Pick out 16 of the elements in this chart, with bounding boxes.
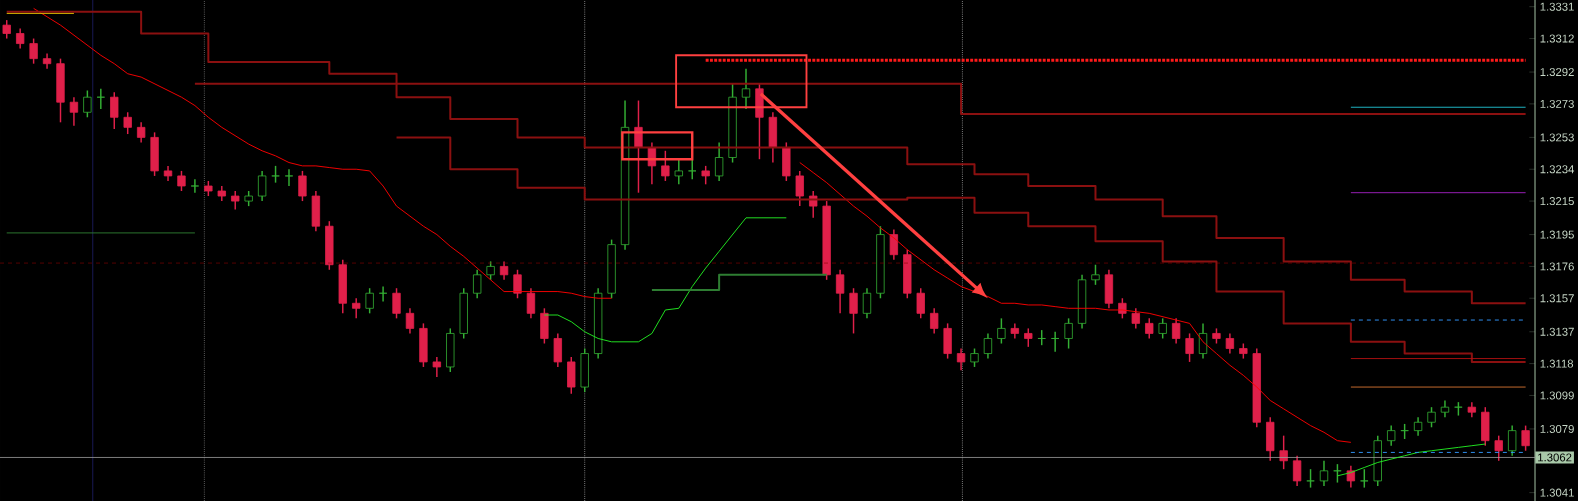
y-tick-label: 1.3195 [1540,230,1574,239]
y-tick-label: 1.3137 [1540,327,1574,336]
y-tick-label: 1.3292 [1540,68,1574,77]
y-tick-label: 1.3079 [1540,424,1574,433]
y-tick-label: 1.3312 [1540,34,1574,43]
y-tick-label: 1.3041 [1540,488,1574,497]
y-tick-label: 1.3253 [1540,133,1574,142]
y-tick-label: 1.3273 [1540,99,1574,108]
y-tick-label: 1.3331 [1540,2,1574,11]
y-tick-label: 1.3176 [1540,262,1574,271]
y-tick-label: 1.3118 [1540,359,1574,368]
ref-line-label: 1.3062 [1538,453,1572,462]
y-tick-label: 1.3157 [1540,294,1574,303]
y-tick-label: 1.3099 [1540,391,1574,400]
y-tick-label: 1.3215 [1540,197,1574,206]
y-tick-label: 1.3234 [1540,165,1575,174]
